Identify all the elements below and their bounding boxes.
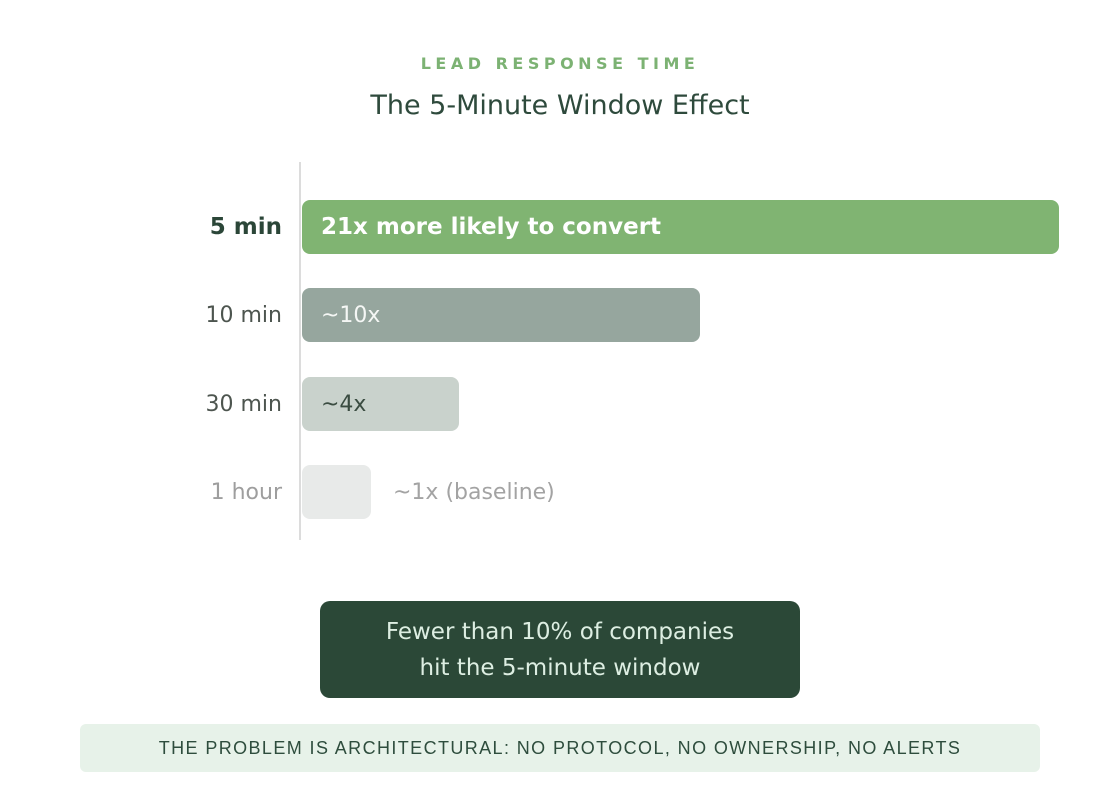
baseline-annotation: ~1x (baseline) [393, 479, 555, 505]
chart-row-30min: 30 min ~4x [0, 377, 1120, 431]
footer-banner: THE PROBLEM IS ARCHITECTURAL: NO PROTOCO… [80, 724, 1040, 772]
bar-30min: ~4x [302, 377, 459, 431]
page-title: The 5-Minute Window Effect [370, 90, 750, 121]
bar-value-label: ~10x [321, 302, 381, 328]
response-time-bar-chart: 5 min 21x more likely to convert 10 min … [0, 162, 1120, 540]
callout-line-1: Fewer than 10% of companies [385, 618, 735, 645]
chart-row-5min: 5 min 21x more likely to convert [0, 200, 1120, 254]
footer-banner-text: THE PROBLEM IS ARCHITECTURAL: NO PROTOCO… [158, 737, 962, 758]
callout-box: Fewer than 10% of companies hit the 5-mi… [320, 601, 800, 698]
chart-row-1hour: 1 hour ~1x (baseline) [0, 465, 1120, 519]
chart-row-10min: 10 min ~10x [0, 288, 1120, 342]
bar-1hour [302, 465, 371, 519]
bar-value-label: 21x more likely to convert [321, 214, 662, 240]
eyebrow-label: LEAD RESPONSE TIME [420, 54, 700, 73]
callout-line-2: hit the 5-minute window [419, 654, 701, 681]
category-label: 5 min [209, 214, 282, 240]
bar-value-label: ~4x [321, 391, 367, 417]
bar-5min: 21x more likely to convert [302, 200, 1059, 254]
category-label: 10 min [205, 302, 282, 328]
category-label: 30 min [205, 391, 282, 417]
y-axis-line [299, 162, 301, 540]
category-label: 1 hour [210, 479, 282, 505]
bar-10min: ~10x [302, 288, 700, 342]
